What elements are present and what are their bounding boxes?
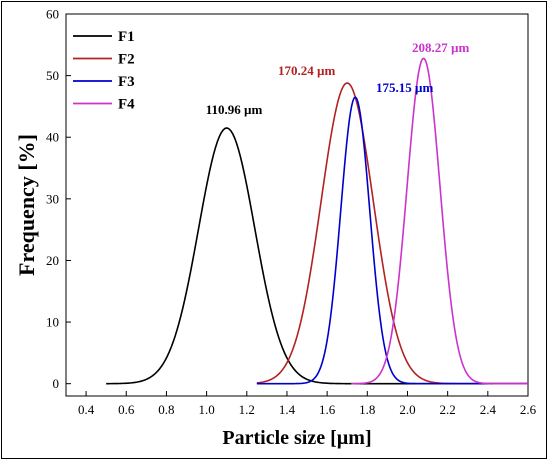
x-tick-label: 2.0 bbox=[399, 402, 415, 417]
x-tick-label: 2.6 bbox=[520, 402, 537, 417]
plot-area bbox=[65, 13, 529, 397]
x-tick-label: 1.8 bbox=[359, 402, 375, 417]
x-tick-label: 0.4 bbox=[78, 402, 95, 417]
series-line-f2 bbox=[256, 82, 528, 385]
y-tick-label: 40 bbox=[46, 130, 59, 145]
series-line-f1 bbox=[106, 127, 528, 385]
x-tick-label: 1.0 bbox=[198, 402, 214, 417]
peak-label-f2: 170.24 µm bbox=[278, 63, 335, 78]
x-tick-label: 1.6 bbox=[319, 402, 336, 417]
y-tick-label: 60 bbox=[46, 7, 59, 22]
x-tick-label: 1.2 bbox=[239, 402, 255, 417]
peak-label-f4: 208.27 µm bbox=[412, 40, 469, 55]
y-tick-label: 30 bbox=[46, 191, 59, 206]
x-axis-title: Particle size [µm] bbox=[222, 427, 371, 449]
legend-label-f3: F3 bbox=[118, 74, 135, 90]
peak-label-f1: 110.96 µm bbox=[206, 102, 263, 117]
y-axis-title: Frequency [%] bbox=[14, 134, 39, 276]
y-tick-label: 20 bbox=[46, 253, 59, 268]
x-tick-label: 0.6 bbox=[118, 402, 135, 417]
y-tick-label: 10 bbox=[46, 315, 59, 330]
legend-label-f1: F1 bbox=[118, 29, 135, 45]
x-tick-label: 2.4 bbox=[480, 402, 497, 417]
y-tick-label: 50 bbox=[46, 68, 59, 83]
x-tick-label: 2.2 bbox=[440, 402, 456, 417]
y-tick-label: 0 bbox=[53, 376, 60, 391]
legend-label-f4: F4 bbox=[118, 97, 135, 113]
series-line-f3 bbox=[256, 96, 528, 385]
x-tick-label: 1.4 bbox=[279, 402, 296, 417]
legend-label-f2: F2 bbox=[118, 52, 135, 68]
x-tick-label: 0.8 bbox=[158, 402, 174, 417]
peak-label-f3: 175.15 µm bbox=[376, 80, 433, 95]
series-line-f4 bbox=[351, 57, 528, 385]
